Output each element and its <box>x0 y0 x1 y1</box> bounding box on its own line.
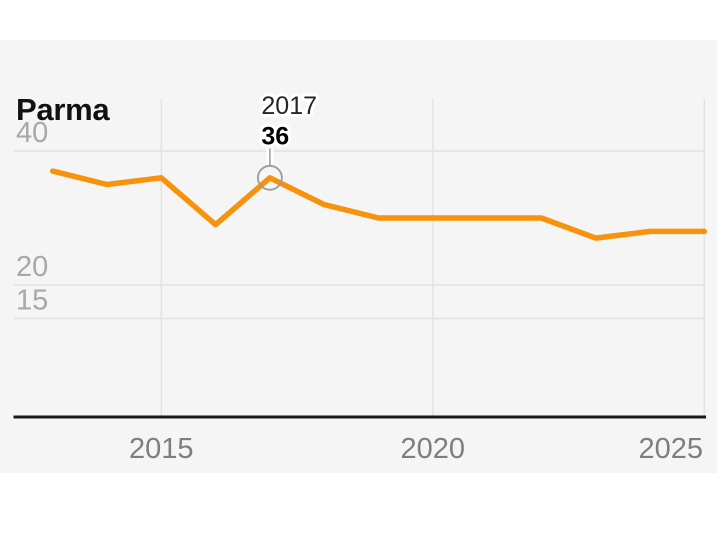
data-line[interactable] <box>49 168 708 241</box>
line-chart[interactable]: 40 2015 2015 2020 2025 2017 36 <box>0 40 717 473</box>
chart-card: Parma 40 20 15 2015 2020 2025 2017 36 <box>0 40 717 473</box>
x-tick-label-2015: 2015 <box>129 433 194 465</box>
y-tick-label-15: 15 <box>16 285 48 317</box>
highlight-point-ring[interactable] <box>256 164 283 191</box>
y-tick-label-40: 40 <box>16 117 48 149</box>
chart-title: Parma <box>16 92 110 127</box>
y-tick-label-20: 20 <box>16 251 48 283</box>
x-tick-label-2025: 2025 <box>638 433 703 465</box>
annotation-value-label: 36 <box>261 123 289 151</box>
annotation-year-label: 2017 <box>261 92 317 120</box>
x-tick-label-2020: 2020 <box>401 433 466 465</box>
